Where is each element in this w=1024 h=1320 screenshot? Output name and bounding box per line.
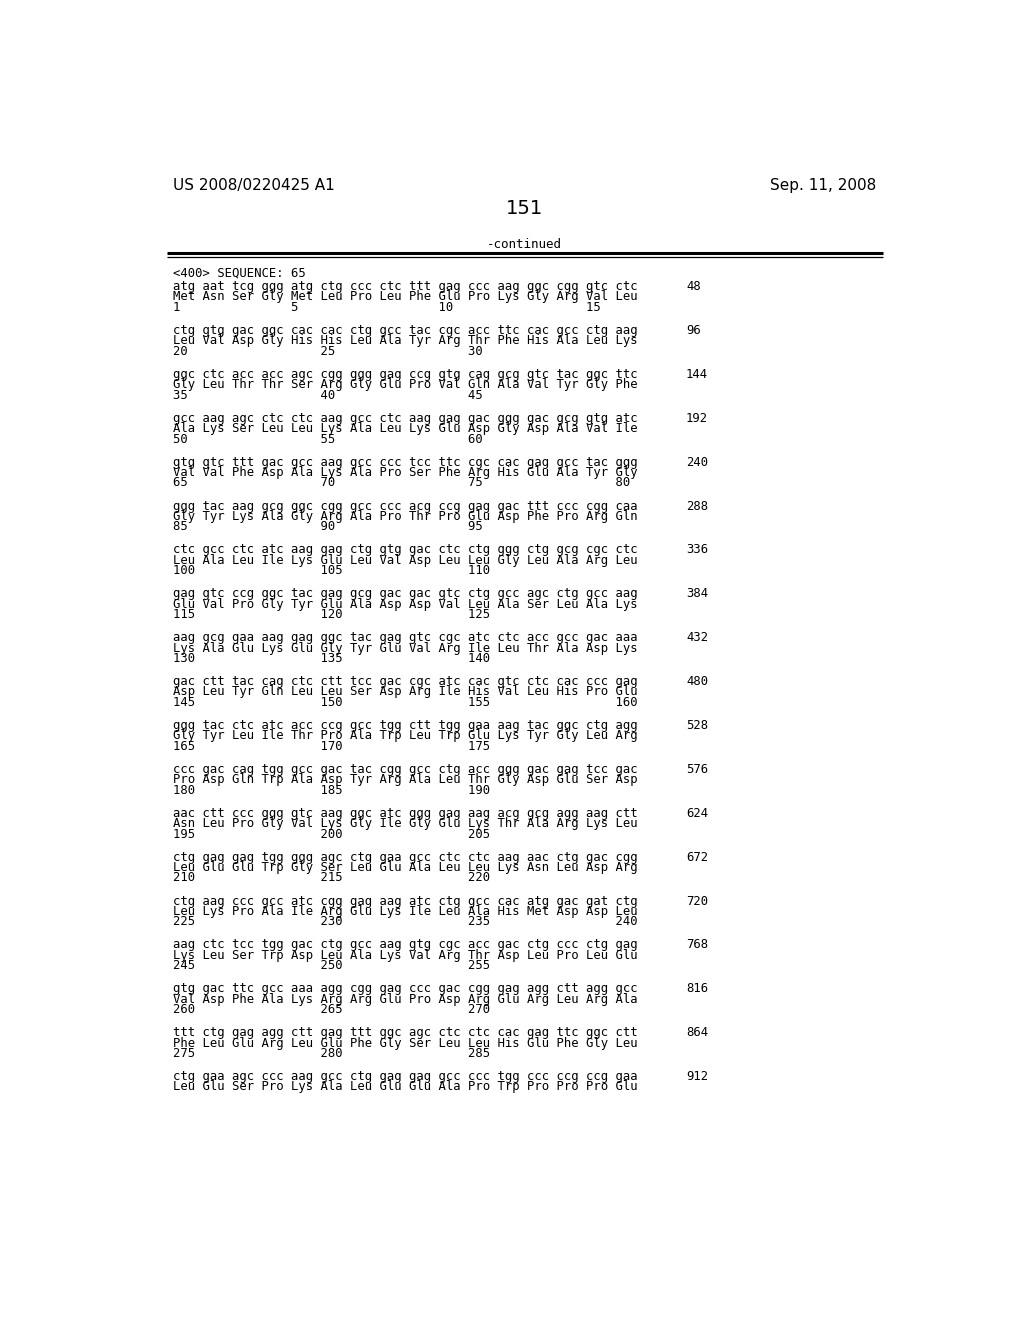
Text: Sep. 11, 2008: Sep. 11, 2008 — [770, 178, 877, 193]
Text: aag ctc tcc tgg gac ctg gcc aag gtg cgc acc gac ctg ccc ctg gag: aag ctc tcc tgg gac ctg gcc aag gtg cgc … — [173, 939, 638, 952]
Text: -continued: -continued — [487, 238, 562, 251]
Text: ctc gcc ctc atc aag gag ctg gtg gac ctc ctg ggg ctg gcg cgc ctc: ctc gcc ctc atc aag gag ctg gtg gac ctc … — [173, 544, 638, 557]
Text: 180                 185                 190: 180 185 190 — [173, 784, 490, 797]
Text: 115                 120                 125: 115 120 125 — [173, 609, 490, 622]
Text: 192: 192 — [686, 412, 709, 425]
Text: 672: 672 — [686, 850, 709, 863]
Text: Glu Val Pro Gly Tyr Glu Ala Asp Asp Val Leu Ala Ser Leu Ala Lys: Glu Val Pro Gly Tyr Glu Ala Asp Asp Val … — [173, 598, 638, 611]
Text: Phe Leu Glu Arg Leu Glu Phe Gly Ser Leu Leu His Glu Phe Gly Leu: Phe Leu Glu Arg Leu Glu Phe Gly Ser Leu … — [173, 1036, 638, 1049]
Text: Met Asn Ser Gly Met Leu Pro Leu Phe Glu Pro Lys Gly Arg Val Leu: Met Asn Ser Gly Met Leu Pro Leu Phe Glu … — [173, 290, 638, 304]
Text: 768: 768 — [686, 939, 709, 952]
Text: 50                  55                  60: 50 55 60 — [173, 433, 482, 446]
Text: Leu Lys Pro Ala Ile Arg Glu Lys Ile Leu Ala His Met Asp Asp Leu: Leu Lys Pro Ala Ile Arg Glu Lys Ile Leu … — [173, 906, 638, 917]
Text: 151: 151 — [506, 199, 544, 218]
Text: ggg tac aag gcg ggc cgg gcc ccc acg ccg gag gac ttt ccc cgg caa: ggg tac aag gcg ggc cgg gcc ccc acg ccg … — [173, 499, 638, 512]
Text: 96: 96 — [686, 323, 700, 337]
Text: 165                 170                 175: 165 170 175 — [173, 739, 490, 752]
Text: 384: 384 — [686, 587, 709, 601]
Text: 130                 135                 140: 130 135 140 — [173, 652, 490, 665]
Text: gtg gac ttc gcc aaa agg cgg gag ccc gac cgg gag agg ctt agg gcc: gtg gac ttc gcc aaa agg cgg gag ccc gac … — [173, 982, 638, 995]
Text: 1               5                   10                  15: 1 5 10 15 — [173, 301, 601, 314]
Text: Leu Ala Leu Ile Lys Glu Leu Val Asp Leu Leu Gly Leu Ala Arg Leu: Leu Ala Leu Ile Lys Glu Leu Val Asp Leu … — [173, 554, 638, 566]
Text: ccc gac cag tgg gcc gac tac cgg gcc ctg acc ggg gac gag tcc gac: ccc gac cag tgg gcc gac tac cgg gcc ctg … — [173, 763, 638, 776]
Text: 336: 336 — [686, 544, 709, 557]
Text: 576: 576 — [686, 763, 709, 776]
Text: ttt ctg gag agg ctt gag ttt ggc agc ctc ctc cac gag ttc ggc ctt: ttt ctg gag agg ctt gag ttt ggc agc ctc … — [173, 1026, 638, 1039]
Text: gcc aag agc ctc ctc aag gcc ctc aag gag gac ggg gac gcg gtg atc: gcc aag agc ctc ctc aag gcc ctc aag gag … — [173, 412, 638, 425]
Text: 245                 250                 255: 245 250 255 — [173, 960, 490, 973]
Text: Gly Leu Thr Thr Ser Arg Gly Glu Pro Val Gln Ala Val Tyr Gly Phe: Gly Leu Thr Thr Ser Arg Gly Glu Pro Val … — [173, 379, 638, 391]
Text: 480: 480 — [686, 675, 709, 688]
Text: 432: 432 — [686, 631, 709, 644]
Text: 912: 912 — [686, 1071, 709, 1084]
Text: Val Val Phe Asp Ala Lys Ala Pro Ser Phe Arg His Glu Ala Tyr Gly: Val Val Phe Asp Ala Lys Ala Pro Ser Phe … — [173, 466, 638, 479]
Text: 225                 230                 235                 240: 225 230 235 240 — [173, 915, 638, 928]
Text: aac ctt ccc ggg gtc aag ggc atc ggg gag aag acg gcg agg aag ctt: aac ctt ccc ggg gtc aag ggc atc ggg gag … — [173, 807, 638, 820]
Text: ctg gaa agc ccc aag gcc ctg gag gag gcc ccc tgg ccc ccg ccg gaa: ctg gaa agc ccc aag gcc ctg gag gag gcc … — [173, 1071, 638, 1084]
Text: Lys Leu Ser Trp Asp Leu Ala Lys Val Arg Thr Asp Leu Pro Leu Glu: Lys Leu Ser Trp Asp Leu Ala Lys Val Arg … — [173, 949, 638, 962]
Text: 85                  90                  95: 85 90 95 — [173, 520, 482, 533]
Text: 65                  70                  75                  80: 65 70 75 80 — [173, 477, 630, 490]
Text: 260                 265                 270: 260 265 270 — [173, 1003, 490, 1016]
Text: Ala Lys Ser Leu Leu Lys Ala Leu Lys Glu Asp Gly Asp Ala Val Ile: Ala Lys Ser Leu Leu Lys Ala Leu Lys Glu … — [173, 422, 638, 436]
Text: atg aat tcg ggg atg ctg ccc ctc ttt gag ccc aag ggc cgg gtc ctc: atg aat tcg ggg atg ctg ccc ctc ttt gag … — [173, 280, 638, 293]
Text: 816: 816 — [686, 982, 709, 995]
Text: 35                  40                  45: 35 40 45 — [173, 388, 482, 401]
Text: 100                 105                 110: 100 105 110 — [173, 564, 490, 577]
Text: 275                 280                 285: 275 280 285 — [173, 1047, 490, 1060]
Text: 720: 720 — [686, 895, 709, 908]
Text: 210                 215                 220: 210 215 220 — [173, 871, 490, 884]
Text: Leu Glu Glu Trp Gly Ser Leu Glu Ala Leu Leu Lys Asn Leu Asp Arg: Leu Glu Glu Trp Gly Ser Leu Glu Ala Leu … — [173, 861, 638, 874]
Text: Asp Leu Tyr Gln Leu Leu Ser Asp Arg Ile His Val Leu His Pro Glu: Asp Leu Tyr Gln Leu Leu Ser Asp Arg Ile … — [173, 685, 638, 698]
Text: ctg gtg gac ggc cac cac ctg gcc tac cgc acc ttc cac gcc ctg aag: ctg gtg gac ggc cac cac ctg gcc tac cgc … — [173, 323, 638, 337]
Text: 20                  25                  30: 20 25 30 — [173, 345, 482, 358]
Text: 528: 528 — [686, 719, 709, 733]
Text: 48: 48 — [686, 280, 700, 293]
Text: Gly Tyr Leu Ile Thr Pro Ala Trp Leu Trp Glu Lys Tyr Gly Leu Arg: Gly Tyr Leu Ile Thr Pro Ala Trp Leu Trp … — [173, 730, 638, 742]
Text: 624: 624 — [686, 807, 709, 820]
Text: 864: 864 — [686, 1026, 709, 1039]
Text: Pro Asp Gln Trp Ala Asp Tyr Arg Ala Leu Thr Gly Asp Glu Ser Asp: Pro Asp Gln Trp Ala Asp Tyr Arg Ala Leu … — [173, 774, 638, 787]
Text: <400> SEQUENCE: 65: <400> SEQUENCE: 65 — [173, 267, 306, 280]
Text: Lys Ala Glu Lys Glu Gly Tyr Glu Val Arg Ile Leu Thr Ala Asp Lys: Lys Ala Glu Lys Glu Gly Tyr Glu Val Arg … — [173, 642, 638, 655]
Text: ctg gag gag tgg ggg agc ctg gaa gcc ctc ctc aag aac ctg gac cgg: ctg gag gag tgg ggg agc ctg gaa gcc ctc … — [173, 850, 638, 863]
Text: 195                 200                 205: 195 200 205 — [173, 828, 490, 841]
Text: gag gtc ccg ggc tac gag gcg gac gac gtc ctg gcc agc ctg gcc aag: gag gtc ccg ggc tac gag gcg gac gac gtc … — [173, 587, 638, 601]
Text: US 2008/0220425 A1: US 2008/0220425 A1 — [173, 178, 335, 193]
Text: Leu Glu Ser Pro Lys Ala Leu Glu Glu Ala Pro Trp Pro Pro Pro Glu: Leu Glu Ser Pro Lys Ala Leu Glu Glu Ala … — [173, 1081, 638, 1093]
Text: 288: 288 — [686, 499, 709, 512]
Text: Asn Leu Pro Gly Val Lys Gly Ile Gly Glu Lys Thr Ala Arg Lys Leu: Asn Leu Pro Gly Val Lys Gly Ile Gly Glu … — [173, 817, 638, 830]
Text: gac ctt tac cag ctc ctt tcc gac cgc atc cac gtc ctc cac ccc gag: gac ctt tac cag ctc ctt tcc gac cgc atc … — [173, 675, 638, 688]
Text: 144: 144 — [686, 368, 709, 381]
Text: ggg tac ctc atc acc ccg gcc tgg ctt tgg gaa aag tac ggc ctg agg: ggg tac ctc atc acc ccg gcc tgg ctt tgg … — [173, 719, 638, 733]
Text: Leu Val Asp Gly His His Leu Ala Tyr Arg Thr Phe His Ala Leu Lys: Leu Val Asp Gly His His Leu Ala Tyr Arg … — [173, 334, 638, 347]
Text: aag gcg gaa aag gag ggc tac gag gtc cgc atc ctc acc gcc gac aaa: aag gcg gaa aag gag ggc tac gag gtc cgc … — [173, 631, 638, 644]
Text: ctg aag ccc gcc atc cgg gag aag atc ctg gcc cac atg gac gat ctg: ctg aag ccc gcc atc cgg gag aag atc ctg … — [173, 895, 638, 908]
Text: ggc ctc acc acc agc cgg ggg gag ccg gtg cag gcg gtc tac ggc ttc: ggc ctc acc acc agc cgg ggg gag ccg gtg … — [173, 368, 638, 381]
Text: 240: 240 — [686, 455, 709, 469]
Text: gtg gtc ttt gac gcc aag gcc ccc tcc ttc cgc cac gag gcc tac ggg: gtg gtc ttt gac gcc aag gcc ccc tcc ttc … — [173, 455, 638, 469]
Text: 145                 150                 155                 160: 145 150 155 160 — [173, 696, 638, 709]
Text: Gly Tyr Lys Ala Gly Arg Ala Pro Thr Pro Glu Asp Phe Pro Arg Gln: Gly Tyr Lys Ala Gly Arg Ala Pro Thr Pro … — [173, 510, 638, 523]
Text: Val Asp Phe Ala Lys Arg Arg Glu Pro Asp Arg Glu Arg Leu Arg Ala: Val Asp Phe Ala Lys Arg Arg Glu Pro Asp … — [173, 993, 638, 1006]
